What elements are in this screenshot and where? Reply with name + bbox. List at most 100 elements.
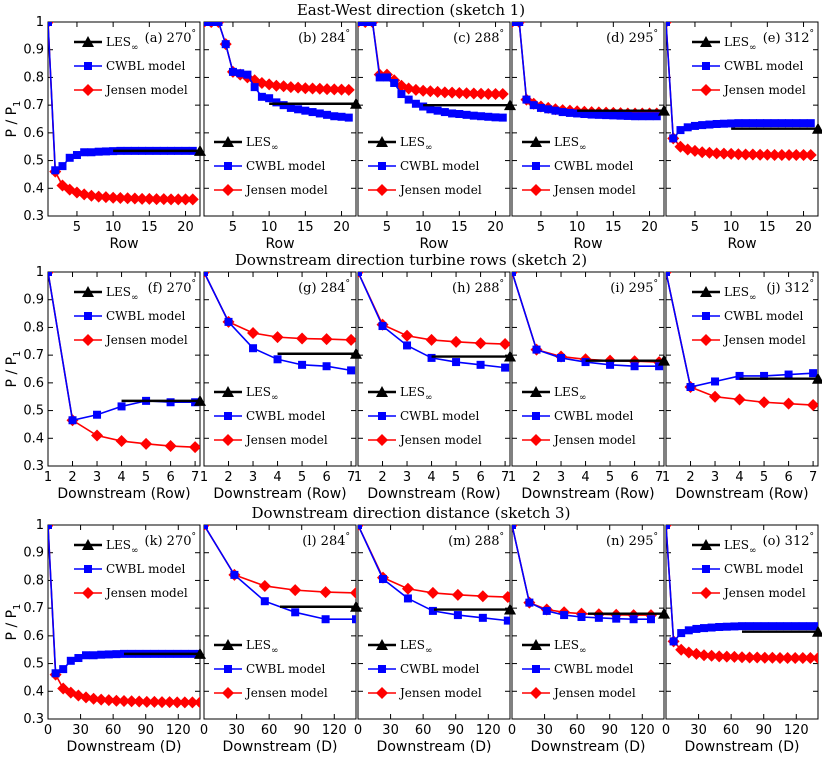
axes-box-h (357, 271, 511, 467)
data-point-k-2 (110, 694, 123, 707)
x-tick-label-i: 5 (606, 470, 614, 485)
data-point-e-1 (748, 119, 757, 128)
data-point-a-2 (179, 193, 192, 206)
data-point-h-les (504, 350, 516, 362)
data-point-n-1 (646, 615, 655, 624)
legend-label-j-1: CWBL model (724, 309, 804, 323)
data-point-c-2 (496, 88, 509, 101)
data-point-d-1 (536, 103, 545, 112)
legend-marker-k-0 (82, 539, 94, 550)
data-point-l-1 (204, 525, 208, 529)
data-point-m-2 (451, 588, 464, 601)
data-point-e-2 (732, 148, 745, 161)
data-point-c-1 (433, 106, 442, 115)
legend-marker-h-2 (376, 434, 388, 446)
data-point-b-2 (306, 82, 319, 95)
axes-box-k (47, 524, 201, 720)
y-tick-label-a: 0.7 (23, 98, 44, 113)
data-point-c-2 (438, 86, 451, 99)
x-tick-label-h: 3 (403, 470, 411, 485)
data-point-b-1 (265, 94, 274, 103)
panel-label-m: (m) 288° (448, 532, 504, 549)
x-tick-label-h: 2 (378, 470, 386, 485)
x-tick-label-g: 1 (200, 470, 208, 485)
data-point-d-1 (609, 111, 618, 120)
x-tick-label-i: 6 (630, 470, 638, 485)
data-point-f-1 (48, 272, 52, 276)
data-point-o-1 (684, 626, 693, 635)
data-point-m-2 (476, 590, 489, 603)
data-point-c-2 (453, 86, 466, 99)
data-point-j-1 (666, 272, 670, 276)
data-point-o-1 (776, 622, 784, 631)
legend-label-c-0: LES∞ (400, 135, 432, 153)
data-point-a-2 (172, 193, 185, 206)
data-point-i-1 (512, 272, 516, 276)
x-tick-label-a: 10 (105, 220, 122, 235)
y-tick-label-a: 0.4 (23, 181, 44, 196)
data-point-a-2 (92, 190, 105, 203)
data-j (666, 272, 818, 412)
data-point-o-1 (669, 637, 678, 646)
data-point-e-2 (746, 148, 759, 161)
legend-label-e-2: Jensen model (722, 83, 806, 97)
data-point-e-1 (719, 119, 728, 128)
data-point-e-2 (804, 149, 817, 162)
data-point-e-2 (696, 146, 709, 159)
x-tick-label-k: 60 (105, 723, 122, 738)
data-point-o-1 (745, 622, 754, 631)
data-point-a-2 (121, 192, 134, 205)
data-point-o-2 (720, 650, 733, 663)
data-point-b-1 (294, 105, 303, 114)
data-h (358, 272, 510, 372)
data-point-c-1 (469, 111, 478, 120)
legend-label-f-0: LES∞ (106, 285, 138, 303)
y-tick-label-f: 0.8 (23, 320, 44, 335)
legend-marker-c-0 (376, 136, 388, 147)
legend-marker-f-1 (84, 312, 92, 320)
axes-box-b (203, 21, 357, 217)
x-axis-label-n: Downstream (D) (531, 739, 646, 755)
x-tick-label-n: 0 (508, 723, 516, 738)
data-c (358, 22, 510, 122)
x-tick-label-l: 90 (293, 723, 310, 738)
data-point-a-2 (107, 191, 120, 204)
data-point-k-2 (194, 696, 200, 709)
legend-label-i-2: Jensen model (552, 433, 636, 447)
data-point-e-1 (770, 119, 779, 128)
data-point-b-1 (207, 22, 216, 26)
legend-marker-a-1 (84, 62, 92, 70)
y-tick-label-k: 0.9 (23, 546, 44, 561)
data-point-i-1 (557, 353, 566, 362)
x-tick-label-f: 2 (68, 470, 76, 485)
legend-marker-b-0 (222, 136, 234, 147)
x-tick-label-e: 5 (691, 220, 699, 235)
data-point-j-1 (711, 377, 720, 386)
data-point-c-1 (455, 110, 464, 119)
data-point-i-1 (655, 362, 664, 371)
data-point-g-2 (345, 333, 356, 346)
x-tick-label-l: 120 (322, 723, 347, 738)
data-point-b-1 (250, 83, 259, 92)
data-point-d-1 (638, 112, 647, 121)
data-point-j-2 (807, 399, 818, 412)
data-point-h-2 (401, 329, 414, 342)
data-point-a-2 (99, 191, 112, 204)
legend-marker-l-0 (222, 639, 234, 650)
legend-g: LES∞ CWBL model Jensen model (214, 385, 328, 447)
data-point-k-2 (125, 695, 138, 708)
data-point-e-1 (756, 119, 765, 128)
data-point-b-1 (214, 22, 223, 26)
data-point-h-1 (452, 358, 461, 367)
x-tick-label-m: 60 (415, 723, 432, 738)
legend-e: LES∞ CWBL model Jensen model (692, 35, 806, 97)
data-point-c-1 (368, 22, 377, 26)
data-point-b-2 (342, 83, 355, 96)
data-point-o-1 (677, 629, 686, 638)
data-point-e-1 (676, 126, 685, 135)
legend-label-d-2: Jensen model (552, 183, 636, 197)
axes-box-c (357, 21, 511, 217)
data-point-k-2 (171, 696, 184, 709)
data-point-g-1 (347, 366, 356, 375)
data-point-j-1 (686, 383, 695, 392)
